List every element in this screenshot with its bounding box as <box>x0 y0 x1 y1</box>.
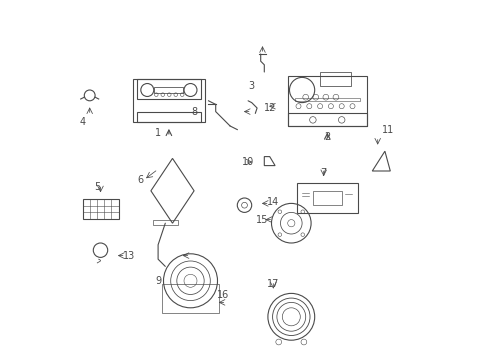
Text: 14: 14 <box>266 197 279 207</box>
Text: 4: 4 <box>79 117 85 127</box>
Text: 11: 11 <box>382 125 394 135</box>
Bar <box>136 112 201 122</box>
Bar <box>287 76 366 126</box>
Text: 8: 8 <box>191 107 197 117</box>
Text: 7: 7 <box>320 168 326 178</box>
Bar <box>312 191 341 205</box>
Text: 17: 17 <box>266 279 279 289</box>
Bar <box>320 72 350 86</box>
Bar <box>154 87 183 93</box>
Text: 3: 3 <box>248 81 254 91</box>
Bar <box>136 79 201 99</box>
Text: 10: 10 <box>242 157 254 167</box>
Bar <box>287 113 366 126</box>
Text: 13: 13 <box>123 251 135 261</box>
Text: 15: 15 <box>256 215 268 225</box>
Bar <box>152 220 178 225</box>
Bar <box>296 183 357 213</box>
Bar <box>133 79 204 122</box>
Bar <box>294 98 359 101</box>
Text: 12: 12 <box>263 103 275 113</box>
Text: 5: 5 <box>94 182 100 192</box>
Bar <box>82 199 118 219</box>
Text: 9: 9 <box>155 276 161 286</box>
Bar <box>162 284 219 313</box>
Text: 16: 16 <box>216 290 228 300</box>
Text: 6: 6 <box>137 175 143 185</box>
Text: 1: 1 <box>155 128 161 138</box>
Text: 2: 2 <box>324 132 330 142</box>
